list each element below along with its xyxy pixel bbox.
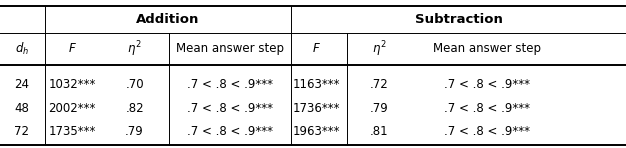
Text: $F$: $F$ (68, 42, 76, 55)
Text: $\eta^2$: $\eta^2$ (371, 39, 386, 59)
Text: .7 < .8 < .9***: .7 < .8 < .9*** (444, 78, 530, 91)
Text: .82: .82 (125, 102, 144, 115)
Text: $d_h$: $d_h$ (15, 41, 29, 57)
Text: 2002***: 2002*** (48, 102, 96, 115)
Text: .81: .81 (369, 125, 388, 138)
Text: Addition: Addition (136, 13, 200, 26)
Text: 1736***: 1736*** (292, 102, 340, 115)
Text: 1032***: 1032*** (48, 78, 96, 91)
Text: .72: .72 (369, 78, 388, 91)
Text: .7 < .8 < .9***: .7 < .8 < .9*** (444, 125, 530, 138)
Text: .70: .70 (125, 78, 144, 91)
Text: .79: .79 (369, 102, 388, 115)
Text: 1163***: 1163*** (292, 78, 340, 91)
Text: $\eta^2$: $\eta^2$ (127, 39, 142, 59)
Text: .7 < .8 < .9***: .7 < .8 < .9*** (187, 78, 273, 91)
Text: .79: .79 (125, 125, 144, 138)
Text: $F$: $F$ (312, 42, 321, 55)
Text: 48: 48 (14, 102, 29, 115)
Text: Mean answer step: Mean answer step (176, 42, 284, 55)
Text: Subtraction: Subtraction (414, 13, 503, 26)
Text: 1963***: 1963*** (292, 125, 340, 138)
Text: 24: 24 (14, 78, 29, 91)
Text: Mean answer step: Mean answer step (433, 42, 541, 55)
Text: 72: 72 (14, 125, 29, 138)
Text: 1735***: 1735*** (48, 125, 96, 138)
Text: .7 < .8 < .9***: .7 < .8 < .9*** (444, 102, 530, 115)
Text: .7 < .8 < .9***: .7 < .8 < .9*** (187, 102, 273, 115)
Text: .7 < .8 < .9***: .7 < .8 < .9*** (187, 125, 273, 138)
